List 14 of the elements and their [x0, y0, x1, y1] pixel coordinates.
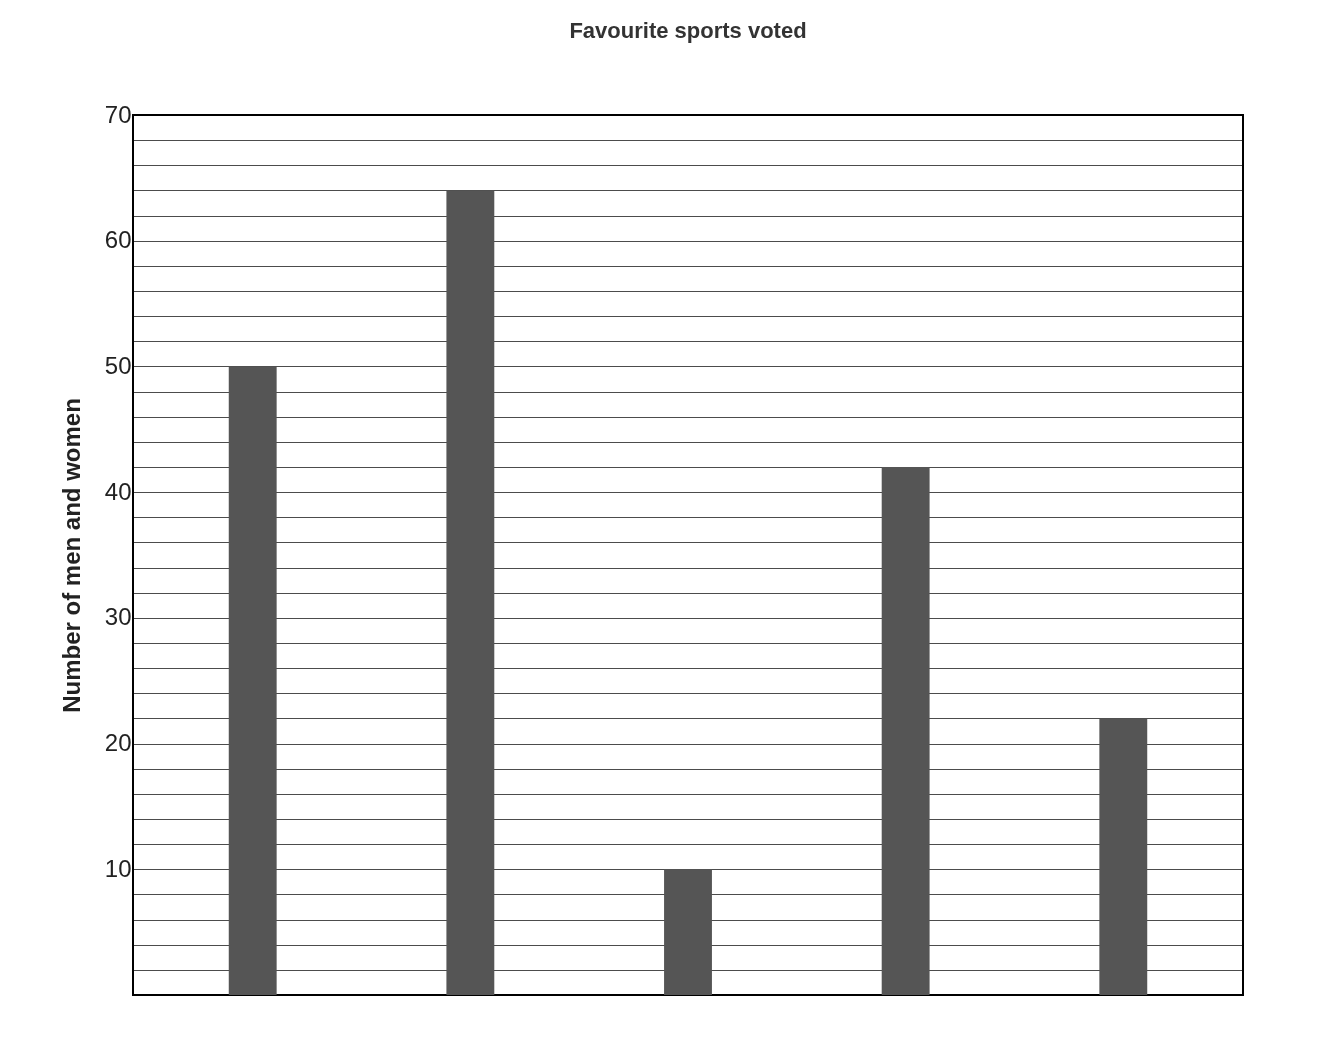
y-tick-label: 20 [104, 729, 132, 757]
y-tick-label: 60 [104, 226, 132, 254]
bar [1099, 718, 1148, 995]
y-axis-title: Number of men and women [57, 398, 85, 713]
y-tick-label: 70 [104, 100, 132, 128]
bar [881, 467, 930, 995]
y-tick-label: 30 [104, 603, 132, 631]
y-tick-label: 40 [104, 477, 132, 505]
bar [228, 366, 277, 995]
y-tick-label: 10 [104, 854, 132, 882]
chart-title: Favourite sports voted [569, 18, 807, 43]
y-tick-label: 50 [104, 351, 132, 379]
bar [664, 869, 712, 995]
bar [446, 190, 495, 995]
